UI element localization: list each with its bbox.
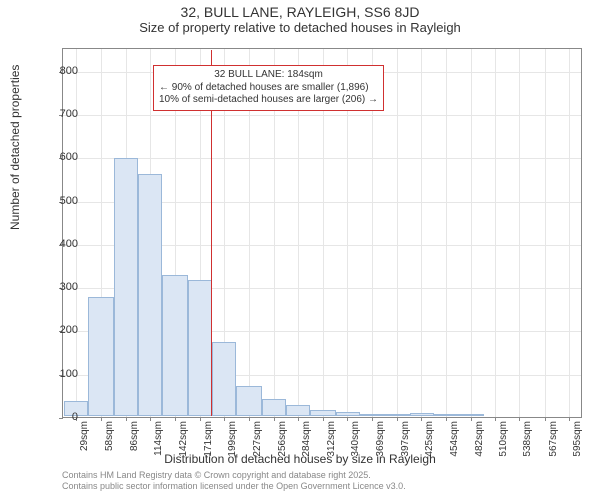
xtick-mark bbox=[545, 417, 546, 421]
xtick-mark bbox=[569, 417, 570, 421]
ytick-label: 700 bbox=[60, 108, 78, 120]
histogram-bar bbox=[286, 405, 310, 416]
xtick-mark bbox=[397, 417, 398, 421]
gridline-v bbox=[76, 49, 77, 417]
histogram-bar bbox=[138, 174, 162, 416]
ytick-label: 600 bbox=[60, 151, 78, 163]
gridline-v bbox=[545, 49, 546, 417]
ytick-label: 100 bbox=[60, 368, 78, 380]
ytick-label: 400 bbox=[60, 238, 78, 250]
chart-area: 29sqm58sqm86sqm114sqm142sqm171sqm199sqm2… bbox=[62, 48, 582, 418]
gridline-v bbox=[421, 49, 422, 417]
chart-title: 32, BULL LANE, RAYLEIGH, SS6 8JD Size of… bbox=[0, 0, 600, 35]
histogram-bar bbox=[162, 275, 187, 416]
gridline-v bbox=[519, 49, 520, 417]
histogram-bar bbox=[310, 410, 335, 416]
xtick-label: 29sqm bbox=[79, 421, 90, 451]
xtick-mark bbox=[175, 417, 176, 421]
xtick-mark bbox=[150, 417, 151, 421]
gridline-v bbox=[471, 49, 472, 417]
xtick-mark bbox=[274, 417, 275, 421]
attribution-footer: Contains HM Land Registry data © Crown c… bbox=[62, 470, 406, 492]
histogram-bar bbox=[236, 386, 261, 416]
xtick-mark bbox=[298, 417, 299, 421]
ytick-label: 500 bbox=[60, 195, 78, 207]
histogram-bar bbox=[336, 412, 360, 416]
footer-line2: Contains public sector information licen… bbox=[62, 481, 406, 492]
xtick-mark bbox=[421, 417, 422, 421]
ytick-label: 300 bbox=[60, 281, 78, 293]
xtick-mark bbox=[347, 417, 348, 421]
xtick-mark bbox=[446, 417, 447, 421]
callout-line1: 32 BULL LANE: 184sqm bbox=[159, 69, 378, 82]
xtick-label: 114sqm bbox=[153, 421, 164, 456]
histogram-bar bbox=[88, 297, 113, 416]
title-line1: 32, BULL LANE, RAYLEIGH, SS6 8JD bbox=[0, 4, 600, 20]
title-line2: Size of property relative to detached ho… bbox=[0, 20, 600, 35]
histogram-bar bbox=[114, 158, 138, 416]
ytick-label: 0 bbox=[72, 411, 78, 423]
ytick-label: 800 bbox=[60, 65, 78, 77]
histogram-bar bbox=[458, 414, 483, 416]
xtick-mark bbox=[224, 417, 225, 421]
xtick-mark bbox=[126, 417, 127, 421]
callout-box: 32 BULL LANE: 184sqm← 90% of detached ho… bbox=[153, 65, 384, 111]
histogram-bar bbox=[360, 414, 384, 416]
gridline-v bbox=[446, 49, 447, 417]
xtick-mark bbox=[519, 417, 520, 421]
xtick-mark bbox=[249, 417, 250, 421]
x-axis-label: Distribution of detached houses by size … bbox=[0, 452, 600, 466]
xtick-label: 58sqm bbox=[104, 421, 115, 451]
xtick-mark bbox=[471, 417, 472, 421]
xtick-mark bbox=[323, 417, 324, 421]
histogram-bar bbox=[384, 414, 409, 416]
footer-line1: Contains HM Land Registry data © Crown c… bbox=[62, 470, 406, 481]
y-axis-label: Number of detached properties bbox=[8, 65, 22, 230]
xtick-mark bbox=[200, 417, 201, 421]
histogram-bar bbox=[188, 280, 212, 416]
histogram-bar bbox=[410, 413, 434, 416]
ytick-label: 200 bbox=[60, 324, 78, 336]
histogram-bar bbox=[262, 399, 286, 416]
gridline-v bbox=[569, 49, 570, 417]
histogram-bar bbox=[434, 414, 458, 416]
callout-line2: ← 90% of detached houses are smaller (1,… bbox=[159, 82, 378, 95]
callout-line3: 10% of semi-detached houses are larger (… bbox=[159, 94, 378, 107]
ytick-mark bbox=[59, 418, 63, 419]
plot-region: 29sqm58sqm86sqm114sqm142sqm171sqm199sqm2… bbox=[62, 48, 582, 418]
xtick-label: 86sqm bbox=[129, 421, 140, 451]
gridline-v bbox=[495, 49, 496, 417]
xtick-mark bbox=[101, 417, 102, 421]
gridline-v bbox=[397, 49, 398, 417]
histogram-bar bbox=[212, 342, 236, 416]
xtick-mark bbox=[495, 417, 496, 421]
xtick-mark bbox=[372, 417, 373, 421]
